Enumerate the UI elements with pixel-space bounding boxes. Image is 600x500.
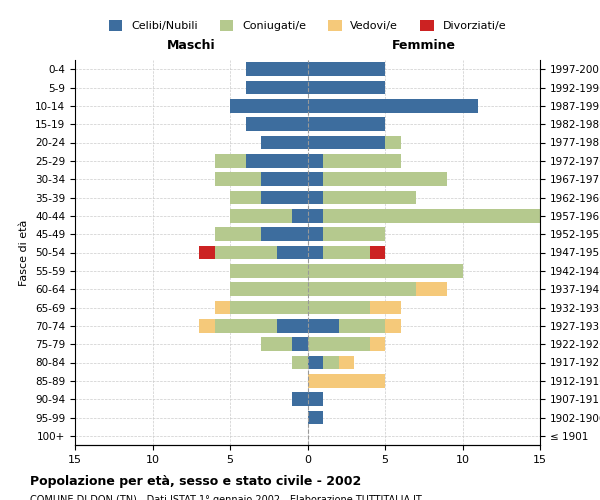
Bar	[308, 282, 416, 296]
Bar	[215, 246, 277, 260]
Text: COMUNE DI DON (TN) - Dati ISTAT 1° gennaio 2002 - Elaborazione TUTTITALIA.IT: COMUNE DI DON (TN) - Dati ISTAT 1° genna…	[30, 495, 422, 500]
Bar	[308, 392, 323, 406]
Bar	[308, 246, 323, 260]
Bar	[323, 356, 338, 370]
Bar	[308, 80, 385, 94]
Bar	[308, 264, 463, 278]
Bar	[245, 154, 308, 168]
Text: Femmine: Femmine	[392, 40, 456, 52]
Bar	[215, 319, 277, 332]
Bar	[261, 228, 308, 241]
Bar	[292, 392, 308, 406]
Bar	[308, 209, 323, 222]
Bar	[199, 319, 215, 332]
Bar	[277, 246, 308, 260]
Bar	[230, 190, 261, 204]
Bar	[245, 118, 308, 131]
Bar	[261, 190, 308, 204]
Bar	[230, 282, 308, 296]
Bar	[261, 172, 308, 186]
Bar	[323, 172, 447, 186]
Bar	[308, 410, 323, 424]
Bar	[308, 136, 385, 149]
Bar	[308, 190, 323, 204]
Bar	[215, 154, 245, 168]
Bar	[308, 356, 323, 370]
Bar	[308, 99, 478, 112]
Bar	[215, 300, 230, 314]
Bar	[215, 172, 261, 186]
Bar	[308, 154, 323, 168]
Bar	[370, 246, 385, 260]
Bar	[370, 338, 385, 351]
Bar	[230, 300, 308, 314]
Bar	[385, 136, 401, 149]
Bar	[338, 356, 354, 370]
Bar	[370, 300, 401, 314]
Bar	[245, 80, 308, 94]
Bar	[338, 319, 385, 332]
Bar	[292, 356, 308, 370]
Bar	[308, 374, 385, 388]
Bar	[323, 190, 416, 204]
Bar	[230, 264, 308, 278]
Legend: Celibi/Nubili, Coniugati/e, Vedovi/e, Divorziati/e: Celibi/Nubili, Coniugati/e, Vedovi/e, Di…	[104, 16, 511, 36]
Bar	[308, 62, 385, 76]
Bar	[385, 319, 401, 332]
Bar	[277, 319, 308, 332]
Bar	[245, 62, 308, 76]
Y-axis label: Fasce di età: Fasce di età	[19, 220, 29, 286]
Bar	[261, 338, 292, 351]
Bar	[292, 338, 308, 351]
Bar	[323, 228, 385, 241]
Bar	[230, 99, 308, 112]
Bar	[230, 209, 292, 222]
Bar	[261, 136, 308, 149]
Bar	[308, 319, 338, 332]
Bar	[308, 118, 385, 131]
Bar	[215, 228, 261, 241]
Text: Maschi: Maschi	[167, 40, 215, 52]
Bar	[308, 172, 323, 186]
Text: Popolazione per età, sesso e stato civile - 2002: Popolazione per età, sesso e stato civil…	[30, 475, 361, 488]
Bar	[308, 338, 370, 351]
Bar	[416, 282, 447, 296]
Bar	[199, 246, 215, 260]
Bar	[308, 228, 323, 241]
Bar	[308, 300, 370, 314]
Bar	[323, 246, 370, 260]
Bar	[323, 154, 401, 168]
Bar	[292, 209, 308, 222]
Bar	[323, 209, 540, 222]
